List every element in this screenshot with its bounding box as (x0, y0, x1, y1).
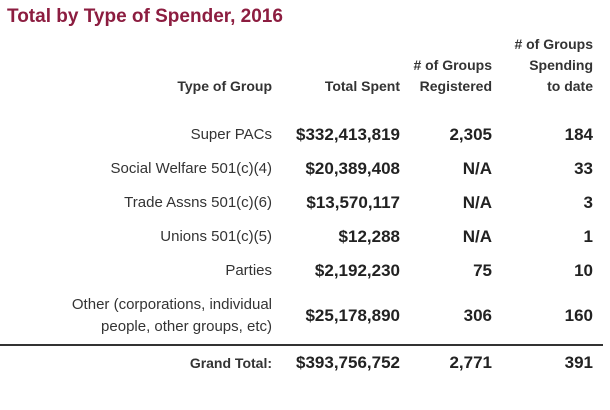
row-groups-registered: 2,305 (449, 125, 492, 144)
table-row: Trade Assns 501(c)(6) $13,570,117 N/A 3 (0, 186, 603, 220)
row-groups-spending: 1 (583, 227, 593, 246)
row-group: Social Welfare 501(c)(4) (110, 160, 272, 177)
grand-total-spending: 391 (501, 344, 603, 380)
header-row: Type of Group Total Spent # of Groups Re… (0, 34, 603, 118)
table-row: Parties $2,192,230 75 10 (0, 254, 603, 288)
row-total-spent: $332,413,819 (296, 125, 400, 144)
row-groups-spending: 10 (574, 261, 593, 280)
header-groups-registered: # of Groups Registered (413, 57, 492, 94)
row-groups-spending: 184 (564, 125, 593, 144)
table-row: Other (corporations, individual people, … (0, 288, 603, 345)
header-groups-spending: # of Groups Spending to date (514, 36, 593, 94)
row-group: Parties (225, 262, 272, 279)
row-groups-spending: 3 (583, 193, 593, 212)
spender-table: Type of Group Total Spent # of Groups Re… (0, 34, 603, 380)
row-groups-spending: 33 (574, 159, 593, 178)
row-group: Unions 501(c)(5) (160, 228, 272, 245)
table-row: Super PACs $332,413,819 2,305 184 (0, 118, 603, 152)
row-total-spent: $12,288 (338, 227, 400, 246)
header-type-of-group: Type of Group (177, 78, 272, 94)
row-total-spent: $20,389,408 (305, 159, 400, 178)
row-groups-registered: N/A (462, 159, 492, 178)
grand-total-row: Grand Total: $393,756,752 2,771 391 (0, 344, 603, 380)
row-group: Trade Assns 501(c)(6) (124, 194, 272, 211)
row-groups-registered: 306 (463, 306, 492, 325)
row-groups-registered: N/A (462, 193, 492, 212)
row-total-spent: $13,570,117 (306, 193, 400, 212)
page-title: Total by Type of Spender, 2016 (7, 6, 283, 27)
row-groups-registered: N/A (462, 227, 492, 246)
row-groups-registered: 75 (473, 261, 492, 280)
row-total-spent: $2,192,230 (314, 261, 400, 280)
grand-total-label: Grand Total: (0, 344, 280, 380)
row-group: Other (corporations, individual people, … (71, 296, 272, 335)
row-total-spent: $25,178,890 (305, 306, 400, 325)
row-groups-spending: 160 (564, 306, 593, 325)
header-total-spent: Total Spent (324, 78, 400, 94)
row-group: Super PACs (190, 126, 272, 143)
table-row: Unions 501(c)(5) $12,288 N/A 1 (0, 220, 603, 254)
grand-total-registered: 2,771 (408, 344, 501, 380)
grand-total-spent: $393,756,752 (280, 344, 408, 380)
table-row: Social Welfare 501(c)(4) $20,389,408 N/A… (0, 152, 603, 186)
